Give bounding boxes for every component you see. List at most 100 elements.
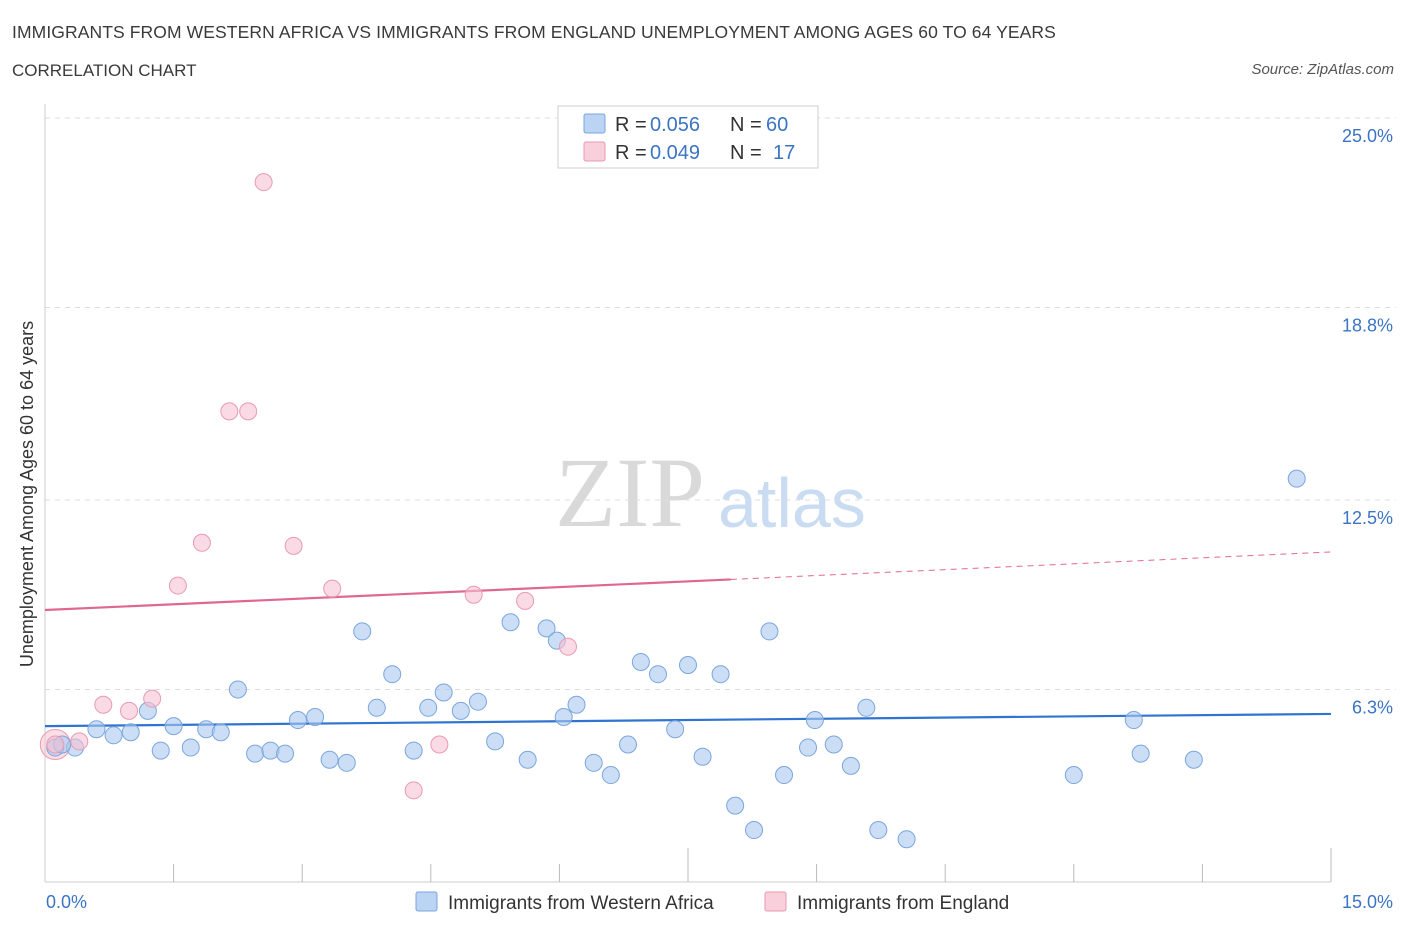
legend-r-label: R = [615,142,647,164]
x-tick-label: 0.0% [46,892,87,912]
data-point-western-africa [584,753,603,772]
legend-n-label: N = [730,114,762,136]
data-point-western-africa [104,726,123,745]
data-point-england [143,689,162,708]
data-point-england [70,732,89,751]
data-point-western-africa [261,741,280,760]
y-axis-label: Unemployment Among Ages 60 to 64 years [17,321,37,667]
data-point-western-africa [151,741,170,760]
watermark-atlas: atlas [718,464,866,542]
data-point-england [254,173,273,192]
data-point-england [192,533,211,552]
legend-n-value: 60 [766,114,788,136]
data-point-england [516,591,535,610]
data-point-western-africa [869,821,888,840]
legend-bottom-label-england: Immigrants from England [797,893,1009,914]
data-point-england [239,402,258,421]
source-credit: Source: ZipAtlas.com [1251,61,1394,78]
chart-title: IMMIGRANTS FROM WESTERN AFRICA VS IMMIGR… [12,22,1056,42]
chart-subtitle: CORRELATION CHART [12,61,197,80]
data-point-western-africa [434,683,453,702]
data-point-western-africa [745,821,764,840]
data-point-england [430,735,449,754]
data-point-western-africa [404,741,423,760]
data-point-western-africa [648,665,667,684]
data-point-western-africa [775,766,794,785]
data-point-western-africa [87,720,106,739]
data-point-western-africa [337,753,356,772]
data-point-england [404,781,423,800]
data-point-western-africa [1287,469,1306,488]
data-point-western-africa [567,695,586,714]
x-tick-label: 15.0% [1342,892,1393,912]
trend-lines [44,551,1332,728]
data-point-western-africa [246,744,265,763]
data-point-western-africa [486,732,505,751]
y-tick-label: 12.5% [1342,508,1393,528]
data-point-western-africa [799,738,818,757]
trend-line-england-extension [730,551,1332,580]
data-point-western-africa [276,744,295,763]
data-points [39,173,1306,849]
trend-line-western-africa [44,712,1332,728]
legend-swatch-western-africa [583,113,606,134]
data-point-western-africa [383,665,402,684]
data-point-western-africa [841,756,860,775]
data-point-western-africa [228,680,247,699]
data-point-western-africa [367,698,386,717]
data-point-western-africa [897,830,916,849]
y-tick-label: 25.0% [1342,126,1393,146]
legend-r-label: R = [615,114,647,136]
data-point-england [558,637,577,656]
watermark-zip: ZIP [555,437,705,548]
data-point-western-africa [468,692,487,711]
data-point-western-africa [726,796,745,815]
data-point-western-africa [679,656,697,675]
data-point-england [94,695,113,714]
legend-n-label: N = [730,142,762,164]
data-point-western-africa [760,622,779,641]
data-point-western-africa [1184,750,1203,769]
legend-top: R = 0.056 N = 60 R = 0.049 N = 17 [557,105,819,169]
y-tick-labels: 6.3% 12.5% 18.8% 25.0% [1342,126,1393,717]
data-point-western-africa [181,738,200,757]
data-point-western-africa [501,613,520,632]
data-point-western-africa [451,701,470,720]
data-point-england [46,735,65,754]
data-point-western-africa [419,698,438,717]
data-point-western-africa [711,665,730,684]
data-point-western-africa [288,711,307,730]
data-point-western-africa [211,723,230,742]
legend-bottom-swatch-england [764,891,787,912]
data-point-western-africa [306,707,325,726]
x-tick-labels: 0.0% 15.0% [46,892,1393,912]
data-point-western-africa [121,723,140,742]
data-point-england [323,579,342,598]
data-point-western-africa [1124,711,1143,730]
data-point-england [464,585,483,604]
data-point-western-africa [857,698,876,717]
y-tick-label: 6.3% [1352,697,1393,717]
data-point-western-africa [554,707,573,726]
data-point-western-africa [601,766,620,785]
data-point-western-africa [164,717,183,736]
data-point-western-africa [353,622,372,641]
data-point-western-africa [320,750,339,769]
data-point-western-africa [631,652,650,671]
data-point-england [284,536,303,555]
y-tick-label: 18.8% [1342,315,1393,335]
data-point-western-africa [618,735,637,754]
data-point-western-africa [1064,766,1083,785]
data-point-western-africa [824,735,843,754]
data-point-western-africa [1131,744,1150,763]
data-point-western-africa [518,750,537,769]
data-point-western-africa [693,747,712,766]
data-point-western-africa [197,720,216,739]
data-point-england [220,402,239,421]
trend-line-england [44,578,731,612]
legend-r-value: 0.056 [650,114,700,136]
data-point-england [120,701,139,720]
legend-n-value: 17 [773,142,795,164]
data-point-western-africa [537,619,556,638]
